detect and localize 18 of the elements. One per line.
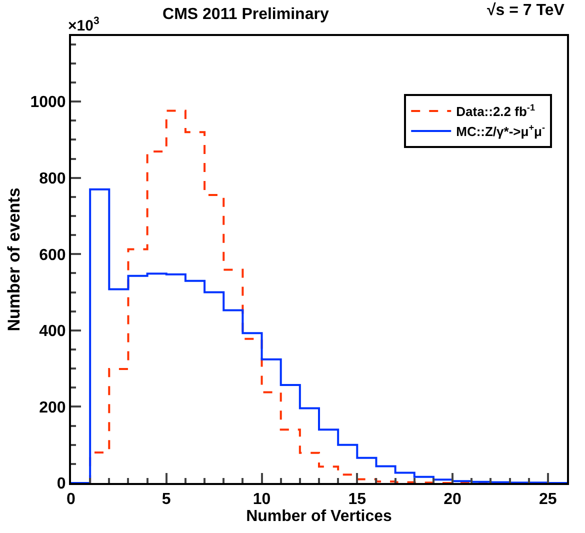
y-tick-label: 200 [39, 399, 66, 416]
y-axis-title: Number of events [4, 188, 24, 332]
x-tick-label: 10 [252, 491, 271, 508]
text: ×10$^{3}$ [68, 15, 100, 34]
x-tick-label: 25 [539, 491, 557, 508]
x-axis-title: Number of Vertices [246, 508, 392, 526]
chart-title: CMS 2011 Preliminary [162, 6, 329, 24]
y-tick-label: 800 [39, 170, 66, 188]
y-tick-label: 400 [39, 323, 66, 340]
x-tick-label: 15 [348, 491, 366, 508]
x-tick-label: 5 [162, 491, 171, 508]
y-tick-label: 1000 [30, 94, 66, 112]
text: √s = 7 TeV [487, 2, 565, 19]
x-tick-label: 20 [444, 491, 462, 508]
legend-label: MC::Z/γ*->μ$^{+}$μ$^{-}$ [456, 122, 546, 140]
y-tick-label: 0 [56, 476, 66, 493]
legend-label: Data::2.2 fb$^{-1}$ [456, 102, 536, 120]
y-tick-label: 600 [39, 246, 66, 264]
